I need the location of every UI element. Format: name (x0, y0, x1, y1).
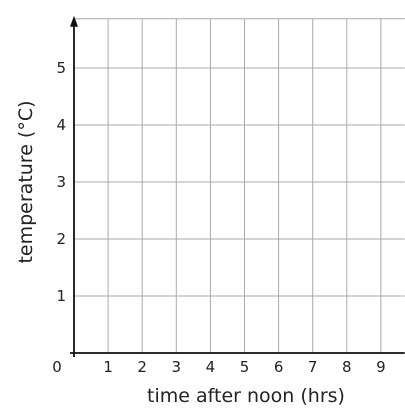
x-tick-label-4: 4 (206, 358, 216, 376)
x-tick-label-9: 9 (376, 358, 386, 376)
y-tick-label-5: 5 (56, 59, 66, 77)
x-tick-label-6: 6 (274, 358, 284, 376)
tick-labels: 1 2 3 4 5 6 7 8 9 1 2 3 4 5 (56, 59, 385, 376)
x-tick-label-5: 5 (240, 358, 250, 376)
y-tick-label-1: 1 (56, 287, 66, 305)
x-tick-label-8: 8 (342, 358, 352, 376)
y-axis-arrowhead (70, 15, 78, 27)
y-tick-label-2: 2 (56, 230, 66, 248)
y-tick-label-3: 3 (56, 173, 66, 191)
x-tick-label-2: 2 (137, 358, 147, 376)
origin-label: 0 (52, 358, 62, 376)
y-axis-title: temperature (°C) (15, 100, 37, 263)
x-axis-title: time after noon (hrs) (147, 385, 345, 407)
x-tick-label-1: 1 (103, 358, 113, 376)
grid-lines (74, 18, 405, 353)
x-tick-label-3: 3 (172, 358, 182, 376)
x-tick-label-7: 7 (308, 358, 318, 376)
y-tick-label-4: 4 (56, 116, 66, 134)
axes (70, 15, 405, 357)
